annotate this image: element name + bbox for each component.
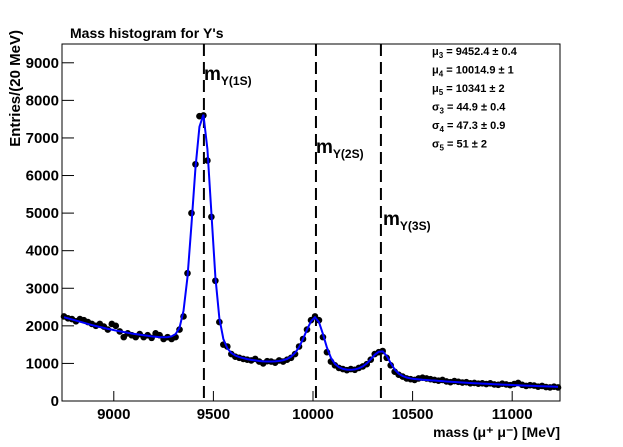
peak-label-sub: Υ(3S) (400, 219, 431, 233)
peak-label: mΥ(2S) (316, 137, 364, 161)
x-tick-label: 9500 (197, 406, 230, 423)
fit-stat-sub: 3 (439, 51, 444, 60)
fit-stat: μ4 = 10014.9 ± 1 (432, 65, 514, 79)
y-tick-label: 8000 (26, 92, 59, 109)
fit-stat: σ3 = 44.9 ± 0.4 (432, 102, 506, 116)
fit-stat-symbol: σ (432, 102, 440, 114)
data-point (112, 322, 120, 330)
y-tick-label: 2000 (26, 318, 59, 335)
fit-stat-text: = 9452.4 ± 0.4 (443, 46, 518, 58)
fit-curve (63, 114, 559, 388)
peak-label-main: m (316, 137, 333, 158)
y-tick-label: 6000 (26, 168, 59, 185)
chart-title: Mass histogram for Υ's (70, 25, 224, 41)
fit-stat-symbol: σ (432, 139, 440, 151)
y-tick-label: 7000 (26, 130, 59, 147)
fit-stat-sub: 5 (439, 88, 444, 97)
x-tick-label: 9000 (97, 406, 130, 423)
fit-stat-sub: 4 (440, 125, 445, 134)
x-tick-label: 10000 (292, 406, 334, 423)
fit-stat-text: = 10341 ± 2 (443, 83, 504, 95)
fit-stat-text: = 44.9 ± 0.4 (444, 102, 506, 114)
x-axis-title: mass (μ⁺ μ⁻) [MeV] (433, 424, 560, 440)
fit-stat-symbol: μ (432, 65, 439, 77)
x-tick-label: 11000 (492, 406, 533, 423)
fit-stat-symbol: μ (432, 46, 439, 58)
y-tick-label: 0 (51, 393, 59, 410)
peak-label: mΥ(1S) (204, 64, 252, 88)
fit-stat-sub: 5 (440, 144, 445, 153)
y-tick-label: 4000 (26, 243, 59, 260)
peak-label: mΥ(3S) (383, 209, 431, 233)
fit-stat-symbol: μ (432, 83, 439, 95)
fit-stat-symbol: σ (432, 120, 440, 132)
peak-label-main: m (383, 209, 400, 230)
y-axis-title: Entries/(20 MeV) (7, 30, 24, 147)
plot-frame (61, 43, 561, 402)
fit-stat: μ5 = 10341 ± 2 (432, 83, 505, 97)
x-tick-label: 10500 (392, 406, 434, 423)
y-tick-label: 9000 (26, 55, 59, 72)
fit-stat-text: = 47.3 ± 0.9 (444, 120, 505, 132)
y-tick-label: 1000 (26, 355, 59, 372)
y-tick-label: 5000 (26, 205, 59, 222)
peak-label-sub: Υ(1S) (221, 74, 252, 88)
peak-label-sub: Υ(2S) (333, 147, 364, 161)
fit-stat: σ5 = 51 ± 2 (432, 139, 487, 153)
y-tick-label: 3000 (26, 280, 59, 297)
fit-stat-text: = 10014.9 ± 1 (443, 65, 514, 77)
fit-stat-text: = 51 ± 2 (444, 139, 487, 151)
fit-stat: σ4 = 47.3 ± 0.9 (432, 120, 505, 134)
fit-stat: μ3 = 9452.4 ± 0.4 (432, 46, 518, 60)
fit-stat-sub: 4 (439, 70, 444, 79)
peak-label-main: m (204, 64, 221, 85)
fit-stat-sub: 3 (440, 107, 445, 116)
